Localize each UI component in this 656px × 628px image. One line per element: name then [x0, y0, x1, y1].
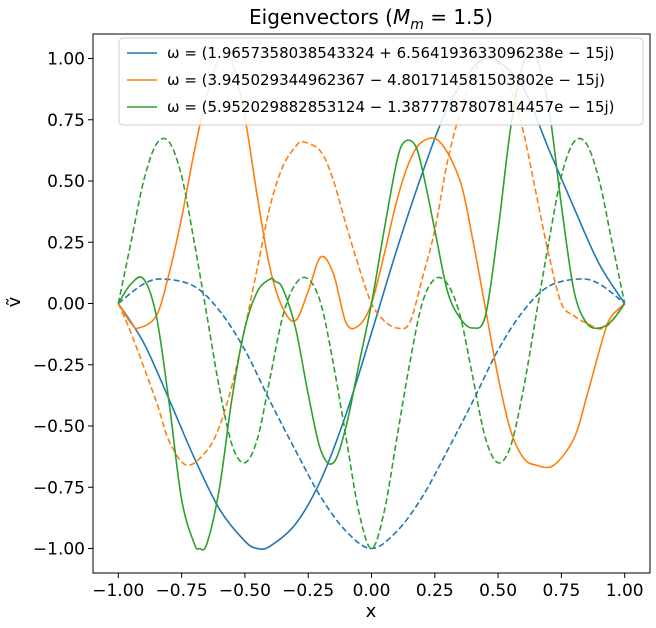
legend-label-2: ω = (3.945029344962367 − 4.8017145815038… [167, 71, 605, 89]
y-tick-label: −0.50 [33, 417, 85, 437]
legend-label-3: ω = (5.952029882853124 − 1.3877787807814… [167, 98, 615, 116]
chart-title: Eigenvectors (Mm = 1.5) [249, 5, 493, 33]
x-tick-label: −0.75 [156, 581, 208, 601]
title-suffix: = 1.5) [424, 5, 493, 29]
series-3-solid-line [117, 53, 626, 551]
x-axis-title: x [366, 601, 377, 622]
y-tick-label: −0.25 [33, 356, 85, 376]
legend-box [118, 37, 644, 126]
x-tick-label: 0.00 [353, 581, 391, 601]
legend: ω = (1.9657358038543324 + 6.564193633096… [118, 37, 644, 126]
legend-label-1: ω = (1.9657358038543324 + 6.564193633096… [167, 44, 615, 62]
x-tick-label: −1.00 [92, 581, 144, 601]
y-tick-label: 1.00 [47, 50, 85, 70]
y-tick-label: 0.75 [47, 111, 85, 131]
title-prefix: Eigenvectors ( [249, 5, 393, 29]
series-2-solid-line [117, 54, 626, 469]
x-tick-label: −0.25 [282, 581, 334, 601]
x-tick-label: 0.25 [416, 581, 454, 601]
series-lines [117, 53, 626, 551]
series-3-dashed-line [117, 137, 626, 550]
y-tick-label: 0.50 [47, 172, 85, 192]
plot-area [117, 53, 626, 551]
x-tick-label: 0.50 [479, 581, 517, 601]
x-tick-label: 0.75 [542, 581, 580, 601]
x-tick-label: −0.50 [219, 581, 271, 601]
y-tick-label: −0.75 [33, 478, 85, 498]
series-1-dashed-line [117, 278, 626, 550]
y-tick-label: 0.00 [47, 295, 85, 315]
y-axis-title: ṽ [4, 296, 25, 307]
y-tick-label: 0.25 [47, 233, 85, 253]
series-2-dashed-line [117, 56, 626, 467]
title-sub: m [410, 17, 424, 33]
title-var: M [393, 5, 410, 29]
y-tick-label: −1.00 [33, 540, 85, 560]
axes: −1.00 −0.75 −0.50 −0.25 0.00 0.25 0.50 0.75 1.00… [33, 33, 651, 601]
x-tick-label: 1.00 [606, 581, 644, 601]
